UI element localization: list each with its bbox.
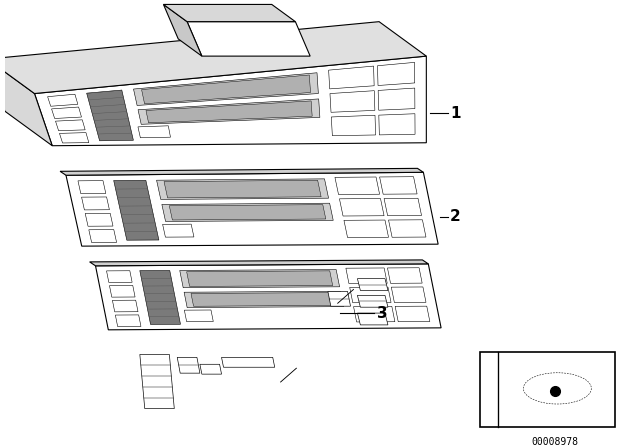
Polygon shape [47,94,78,106]
Polygon shape [200,364,221,374]
Polygon shape [138,99,320,124]
Polygon shape [115,315,141,327]
Polygon shape [95,264,441,330]
Polygon shape [184,291,344,308]
Polygon shape [330,90,375,112]
Text: 3: 3 [377,306,388,321]
Polygon shape [86,90,133,141]
Polygon shape [353,306,395,322]
Polygon shape [187,22,310,56]
Polygon shape [60,133,89,143]
Polygon shape [177,358,200,373]
Polygon shape [114,180,159,240]
Polygon shape [191,293,337,306]
Polygon shape [187,271,333,286]
Polygon shape [85,213,113,226]
Polygon shape [328,292,351,306]
Polygon shape [378,62,415,86]
Polygon shape [384,198,422,216]
Polygon shape [357,279,388,290]
Polygon shape [89,230,116,242]
Text: 1: 1 [450,106,460,121]
Polygon shape [90,260,428,266]
Polygon shape [180,270,340,288]
Polygon shape [60,168,424,175]
Polygon shape [0,22,426,94]
Bar [481,353,616,427]
Polygon shape [357,313,388,325]
Polygon shape [35,56,426,146]
Polygon shape [141,75,310,104]
Polygon shape [391,287,426,302]
Polygon shape [146,101,312,123]
Polygon shape [0,59,52,146]
Polygon shape [344,220,388,237]
Polygon shape [221,358,275,367]
Polygon shape [335,177,380,194]
Polygon shape [140,271,180,324]
Polygon shape [395,306,430,322]
Polygon shape [328,66,374,89]
Polygon shape [163,224,194,237]
Polygon shape [339,198,384,216]
Polygon shape [357,295,388,307]
Polygon shape [56,120,85,131]
Polygon shape [163,4,296,22]
Polygon shape [162,203,333,221]
Polygon shape [66,172,438,246]
Polygon shape [109,285,135,297]
Polygon shape [164,181,321,198]
Polygon shape [134,73,318,105]
Polygon shape [163,4,202,56]
Polygon shape [106,271,132,282]
Polygon shape [184,310,213,322]
Polygon shape [378,88,415,110]
Polygon shape [78,181,106,194]
Polygon shape [113,300,138,312]
Polygon shape [380,177,417,194]
Text: 00008978: 00008978 [531,437,578,447]
Polygon shape [138,126,170,138]
Polygon shape [349,287,391,303]
Text: 2: 2 [450,209,461,224]
Polygon shape [81,197,109,210]
Polygon shape [170,205,326,220]
Polygon shape [140,354,174,409]
Polygon shape [346,268,387,284]
Polygon shape [157,179,328,199]
Polygon shape [387,268,422,283]
Polygon shape [52,107,81,118]
Polygon shape [388,220,426,237]
Polygon shape [332,115,376,136]
Polygon shape [379,114,415,135]
